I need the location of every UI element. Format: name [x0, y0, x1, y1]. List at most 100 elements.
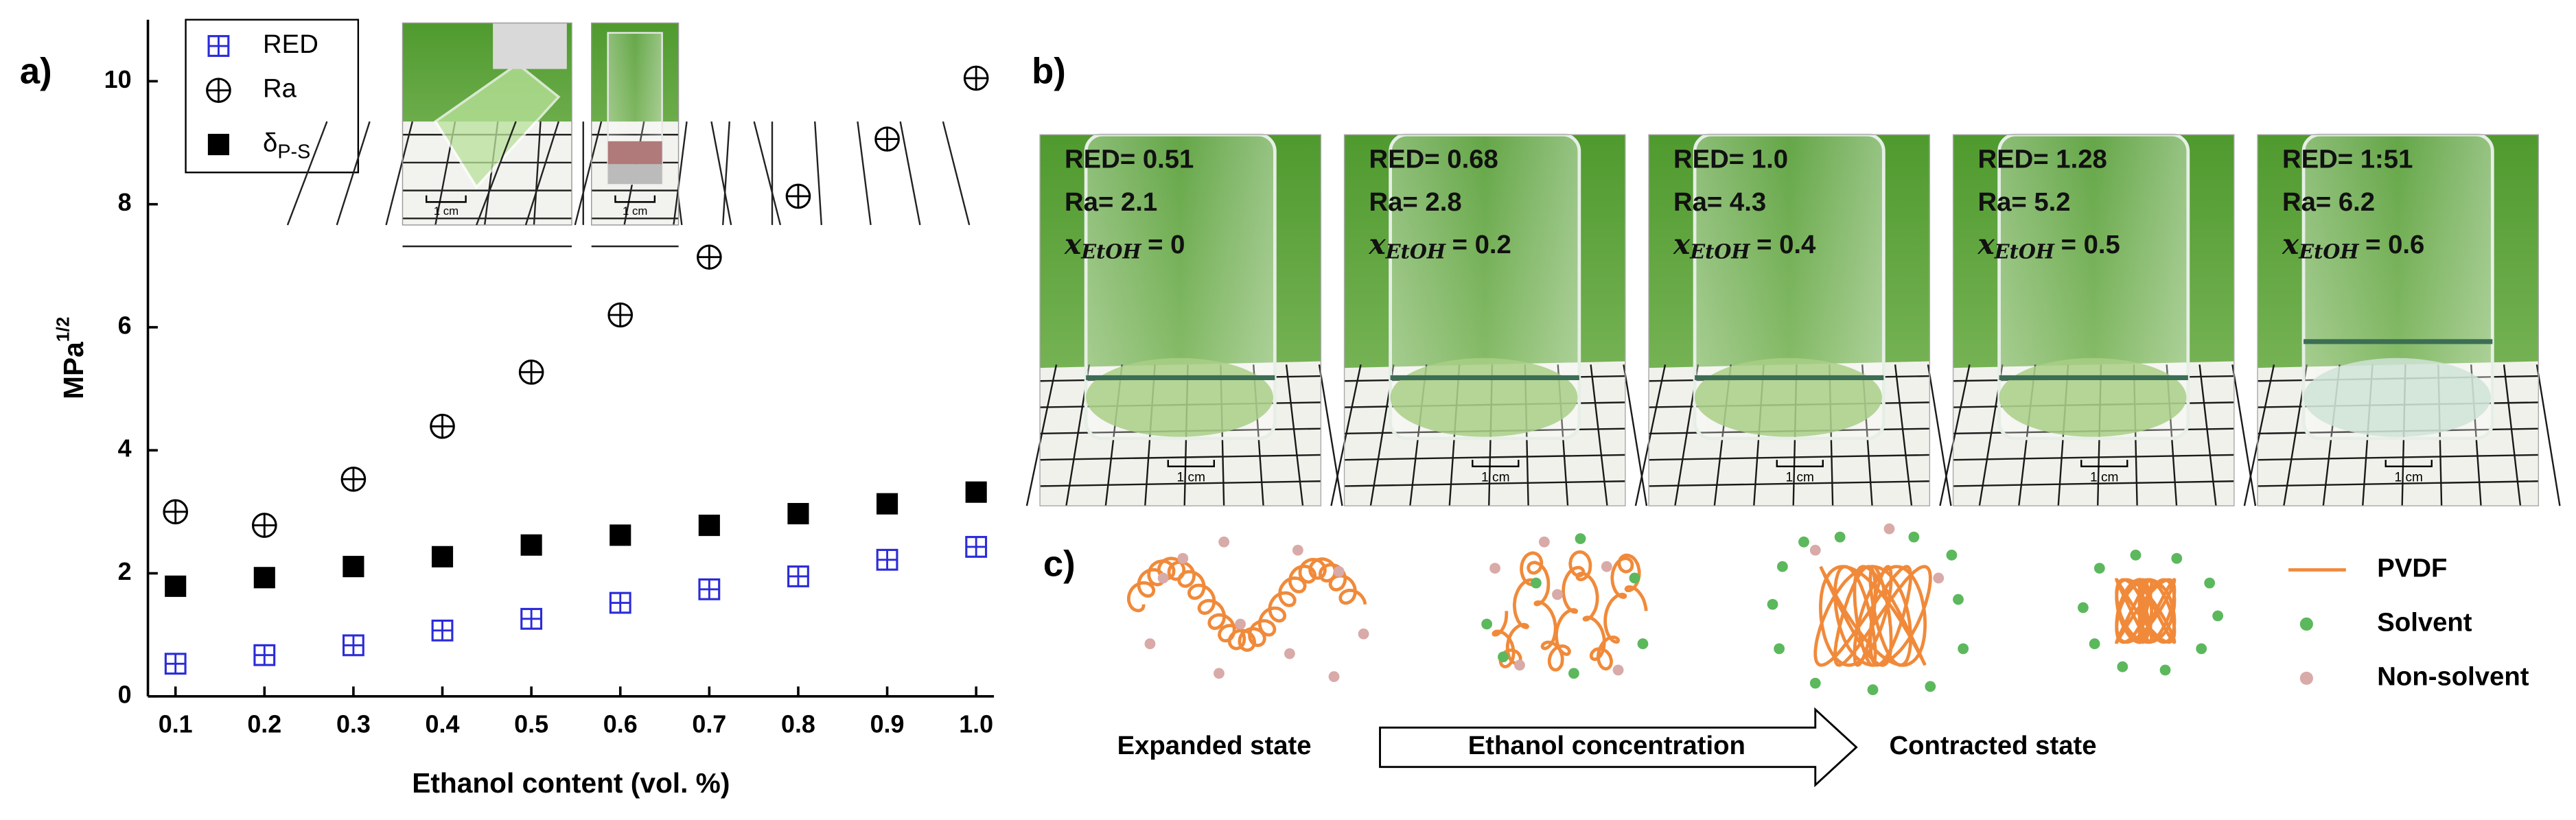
photo-frame [591, 22, 680, 226]
solvent-dot [1908, 531, 1920, 543]
x-tick-label: 0.1 [159, 710, 193, 738]
photo-ra: Ra= 4.3 [1673, 187, 1766, 217]
point-square [698, 515, 720, 537]
paper-grid [286, 121, 328, 226]
pvdf-chain [1492, 550, 1648, 672]
photo-x: xEtOH = 0.2 [1368, 228, 1511, 263]
legend-label: PVDF [2377, 554, 2447, 583]
solvent-dot [2204, 577, 2216, 589]
nonsolvent-dot [1514, 659, 1525, 671]
state-label: Contracted state [1889, 731, 2096, 760]
nonsolvent-dot [1489, 563, 1500, 574]
point [207, 35, 230, 57]
photo-x: xEtOH = 0 [1064, 228, 1185, 263]
hand [493, 23, 567, 69]
x-tick-label: 0.7 [692, 710, 726, 738]
point [787, 502, 809, 525]
photo-x: xEtOH = 0.6 [2282, 228, 2424, 263]
vial-liquid [2304, 358, 2491, 437]
paper-grid [814, 121, 822, 225]
x-axis-label: Ethanol content (vol. %) [412, 767, 730, 799]
solvent-dot [1530, 577, 1542, 589]
point [785, 183, 811, 209]
solvent-dot [2093, 563, 2105, 574]
nonsolvent-dot [1218, 536, 1230, 548]
point-square [431, 546, 454, 567]
pvdf-chain [2115, 577, 2177, 645]
paper-grid [1953, 454, 2234, 461]
paper-grid [942, 121, 971, 226]
nonsolvent-dot [1933, 572, 1945, 584]
y-axis-label-main: MPa [58, 342, 89, 399]
legend-label: Ra [263, 74, 297, 104]
pvdf-chain [1813, 565, 1932, 667]
paper-grid [721, 121, 730, 225]
paper-grid [1939, 364, 1971, 506]
legend-label: Solvent [2377, 608, 2472, 637]
photo-red: RED= 1.0 [1673, 145, 1788, 174]
solvent-dot [1925, 681, 1936, 692]
paper-grid [2503, 364, 2522, 506]
nonsolvent-dot [1612, 664, 1624, 676]
point [697, 244, 722, 270]
nonsolvent-dot [1157, 572, 1169, 584]
photo-x-var: x [1673, 228, 1691, 261]
solvent-dot [2117, 661, 2128, 672]
paper-grid [336, 121, 371, 226]
solvent-dot [1767, 598, 1778, 610]
solvent-dot [1809, 677, 1821, 689]
nonsolvent-dot [1235, 618, 1246, 630]
paper-grid [1344, 480, 1625, 487]
arrow-label: Ethanol concentration [1468, 731, 1745, 760]
legend-name: Ra [263, 74, 297, 104]
paper-grid [1927, 364, 1952, 506]
scale-bar [2384, 460, 2433, 467]
point [253, 567, 275, 589]
arrow [1379, 707, 1858, 788]
paper-grid [753, 121, 782, 226]
photo-red: RED= 1:51 [2282, 145, 2413, 174]
y-axis-label-sup: 1/2 [52, 317, 73, 342]
paper-grid [1649, 480, 1930, 487]
scale-bar [1472, 460, 1520, 467]
paper-grid [1634, 364, 1667, 506]
point [698, 515, 720, 537]
paper-grid [899, 121, 921, 226]
point [253, 644, 276, 666]
point [340, 467, 367, 492]
photo-x-value: = 0.5 [2061, 230, 2120, 259]
panel-label: c) [1043, 544, 1076, 585]
vial-liquid [607, 141, 662, 165]
paper-grid [476, 121, 517, 226]
legend-dot [2299, 671, 2313, 686]
paper-grid [2243, 364, 2275, 506]
point [342, 634, 364, 657]
nonsolvent-dot [1284, 648, 1295, 659]
nonsolvent-dot [1358, 628, 1369, 640]
photo-red: RED= 0.68 [1369, 145, 1498, 174]
scale-label: 1 cm [2090, 471, 2118, 485]
photo-x-sub: EtOH [1080, 239, 1141, 263]
point-square [610, 524, 631, 546]
solvent-dot [1481, 618, 1492, 630]
vial [433, 62, 561, 189]
point [609, 591, 631, 614]
solvent-dot [1958, 643, 1969, 655]
x-tick-label: 0.3 [336, 710, 371, 738]
paper-grid [1330, 364, 1362, 506]
paper-grid [1953, 480, 2234, 487]
point [207, 134, 229, 156]
photo-red: RED= 1.28 [1977, 145, 2107, 174]
point [518, 360, 544, 385]
x-tick-label: 0.9 [870, 710, 905, 738]
point [206, 78, 231, 103]
photo-x-var: x [1064, 228, 1082, 261]
panel-label: a) [20, 51, 52, 92]
paper-grid [524, 121, 559, 226]
paper-grid [710, 121, 732, 226]
point [251, 513, 277, 538]
vial-liquid [1999, 358, 2187, 437]
photo-x-value: = 0.2 [1452, 230, 1511, 259]
